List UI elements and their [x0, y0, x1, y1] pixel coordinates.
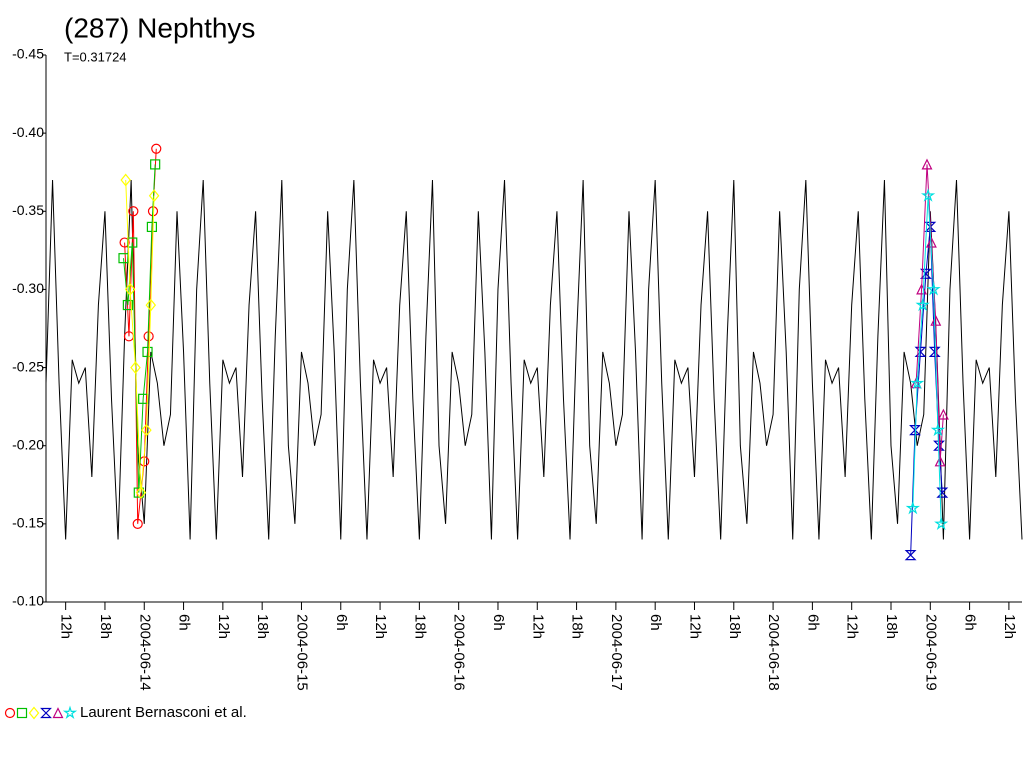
y-tick-label: -0.10: [12, 593, 44, 609]
x-tick-label: 2004-06-18: [765, 614, 782, 691]
data-point: [151, 143, 162, 154]
x-tick-label: 18h: [97, 614, 114, 639]
observation-series: [120, 173, 160, 500]
data-point: [146, 221, 157, 233]
data-point: [920, 188, 936, 202]
data-point: [915, 297, 930, 312]
y-tick-label: -0.40: [12, 124, 44, 140]
data-point: [926, 281, 941, 296]
x-tick-label: 6h: [962, 614, 979, 631]
y-tick-label: -0.25: [12, 358, 44, 374]
data-point: [119, 237, 130, 248]
data-point: [936, 487, 949, 498]
data-point: [933, 440, 945, 451]
data-point: [905, 500, 921, 515]
data-point: [909, 425, 921, 436]
legend-symbol: [16, 707, 28, 719]
data-point: [919, 268, 932, 279]
chart-subtitle: T=0.31724: [64, 49, 127, 64]
data-point: [122, 299, 133, 311]
y-tick-label: -0.15: [12, 515, 44, 531]
x-tick-label: 2004-06-14: [136, 614, 153, 691]
legend-symbol: [28, 706, 40, 720]
data-point: [934, 516, 949, 530]
data-point: [135, 486, 147, 500]
y-tick-label: -0.30: [12, 280, 44, 296]
observation-series: [910, 158, 949, 467]
data-point: [150, 159, 161, 170]
data-point: [142, 346, 153, 358]
x-tick-label: 12h: [844, 614, 861, 639]
model-curve: [45, 180, 1023, 540]
x-tick-label: 12h: [215, 614, 232, 639]
data-point: [128, 206, 139, 217]
x-tick-label: 2004-06-15: [293, 614, 310, 691]
x-tick-label: 18h: [411, 614, 428, 639]
x-tick-label: 6h: [647, 614, 664, 631]
data-point: [133, 487, 144, 498]
x-tick-label: 12h: [1001, 614, 1018, 639]
observation-line: [125, 180, 155, 493]
x-tick-label: 12h: [529, 614, 546, 639]
x-tick-label: 2004-06-19: [922, 614, 939, 691]
x-tick-label: 18h: [569, 614, 586, 639]
data-point: [904, 549, 917, 561]
x-tick-label: 6h: [333, 614, 350, 631]
data-point: [930, 314, 942, 326]
y-tick-label: -0.35: [12, 202, 44, 218]
x-tick-label: 2004-06-17: [608, 614, 625, 691]
data-point: [924, 221, 937, 232]
data-point: [921, 158, 933, 170]
legend-symbol: [40, 707, 52, 719]
data-point: [910, 375, 925, 390]
x-tick-label: 6h: [490, 614, 507, 631]
x-tick-label: 12h: [687, 614, 704, 639]
data-point: [148, 189, 160, 203]
x-tick-label: 2004-06-16: [451, 614, 468, 691]
data-point: [934, 455, 946, 467]
observation-line: [915, 164, 944, 462]
data-point: [118, 253, 129, 264]
data-point: [132, 518, 143, 529]
y-tick-label: -0.45: [12, 46, 44, 62]
observation-series: [905, 188, 949, 530]
x-tick-label: 18h: [883, 614, 900, 639]
legend-symbol: [52, 707, 64, 719]
legend-label: Laurent Bernasconi et al.: [80, 704, 247, 721]
data-point: [120, 173, 131, 187]
legend-symbol: [62, 705, 78, 720]
y-tick-label: -0.20: [12, 436, 44, 452]
data-point: [124, 282, 136, 296]
observation-line: [123, 164, 156, 493]
data-point: [130, 361, 141, 375]
chart-title: (287) Nephthys: [64, 12, 255, 43]
data-point: [914, 346, 927, 357]
data-point: [141, 423, 152, 437]
x-tick-label: 12h: [58, 614, 75, 639]
x-tick-label: 18h: [726, 614, 743, 639]
x-tick-label: 12h: [372, 614, 389, 639]
legend-symbol: [4, 707, 16, 719]
data-point: [930, 422, 946, 437]
data-point: [145, 298, 157, 312]
x-tick-label: 6h: [804, 614, 821, 631]
observation-line: [912, 195, 942, 524]
data-point: [937, 408, 949, 420]
x-tick-label: 18h: [254, 614, 271, 639]
x-tick-label: 6h: [176, 614, 193, 631]
